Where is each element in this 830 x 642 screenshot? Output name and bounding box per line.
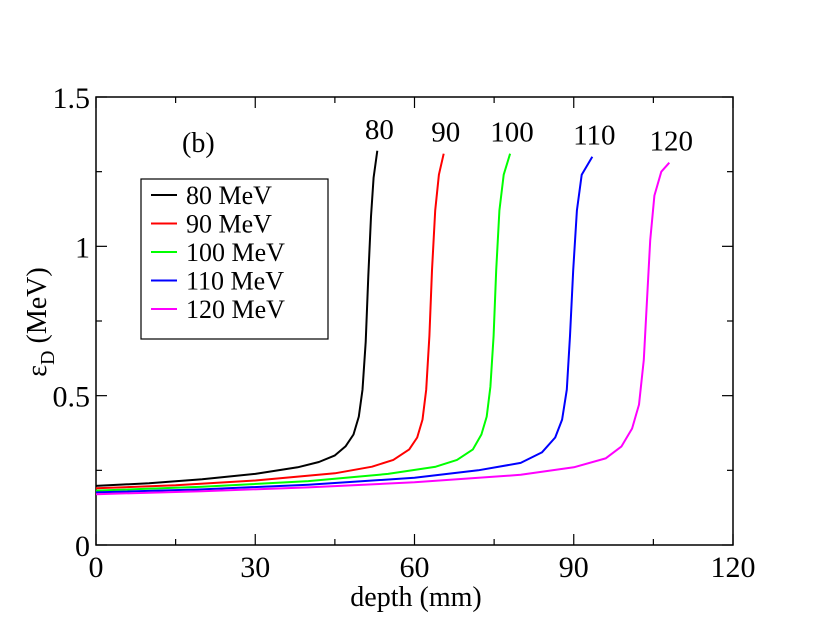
curve-end-label: 100 [490,117,534,149]
y-tick-label: 0.5 [53,381,91,414]
y-tick-label: 1.5 [53,82,91,115]
x-tick-label: 120 [711,551,756,584]
svg-text:εD (MeV): εD (MeV) [22,267,59,376]
y-tick-label: 0 [75,530,90,563]
y-axis-unit: (MeV) [22,267,53,350]
panel-label: (b) [182,128,215,159]
y-tick-label: 1 [75,231,90,264]
series-line-80-mev [95,150,379,487]
x-tick-label: 60 [400,551,430,584]
series-line-120-mev [95,162,671,496]
curve-end-label: 120 [650,126,694,158]
y-axis-subscript: D [37,350,59,364]
legend-label: 100 MeV [186,238,285,267]
series-line-110-mev [95,156,594,494]
axes-group: 0 30 60 90 120 0 0.5 1 1.5 [53,82,756,584]
legend-label: 110 MeV [186,267,284,296]
series-line-100-mev [95,153,512,492]
x-tick-label: 30 [240,551,270,584]
y-axis-symbol: ε [22,365,53,377]
curve-end-label: 90 [431,117,460,149]
curve-end-label: 80 [365,114,394,146]
legend-label: 80 MeV [186,181,272,210]
x-tick-label: 90 [559,551,589,584]
curve-labels-group: 80 90 100 110 120 [365,114,693,158]
x-tick-label: 0 [89,551,104,584]
series-line-90-mev [95,153,445,490]
legend-label: 90 MeV [186,210,272,239]
curve-end-label: 110 [573,120,615,152]
legend-label: 120 MeV [186,295,285,324]
y-axis-title: εD (MeV) [22,267,59,376]
legend-box [140,178,329,340]
series-group [95,150,671,496]
x-axis-title: depth (mm) [350,582,481,613]
